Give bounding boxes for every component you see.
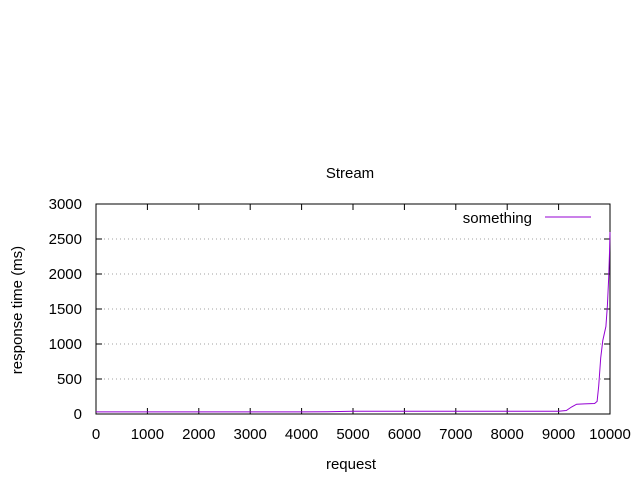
legend-label-something: something [463, 210, 532, 227]
x-tick-label: 3000 [234, 426, 267, 443]
x-tick-label: 2000 [182, 426, 215, 443]
x-tick-label: 9000 [542, 426, 575, 443]
x-axis-label: request [326, 456, 377, 473]
y-tick-label: 1500 [49, 301, 82, 318]
x-tick-label: 0 [92, 426, 100, 443]
x-tick-label: 5000 [336, 426, 369, 443]
chart-title: Stream [326, 165, 374, 182]
y-axis-label: response time (ms) [9, 246, 26, 374]
legend: something [463, 210, 591, 227]
x-axis-ticks: 0 1000 2000 3000 4000 5000 6000 7000 8000 9000 100… [92, 204, 631, 443]
y-tick-label: 2000 [49, 266, 82, 283]
series-layer [96, 231, 611, 413]
y-tick-label: 2500 [49, 231, 82, 248]
grid-lines [96, 238, 610, 380]
y-tick-label: 0 [74, 406, 82, 423]
y-tick-label: 500 [57, 371, 82, 388]
x-tick-label: 4000 [285, 426, 318, 443]
x-tick-label: 1000 [131, 426, 164, 443]
y-tick-label: 1000 [49, 336, 82, 353]
x-tick-label: 10000 [589, 426, 631, 443]
y-tick-label: 3000 [49, 196, 82, 213]
series-line-something [96, 231, 611, 413]
x-tick-label: 6000 [388, 426, 421, 443]
plot-frame [95, 203, 611, 415]
x-tick-label: 7000 [439, 426, 472, 443]
y-axis-ticks: 0 500 1000 1500 2000 2500 3000 [49, 196, 610, 423]
x-tick-label: 8000 [491, 426, 524, 443]
